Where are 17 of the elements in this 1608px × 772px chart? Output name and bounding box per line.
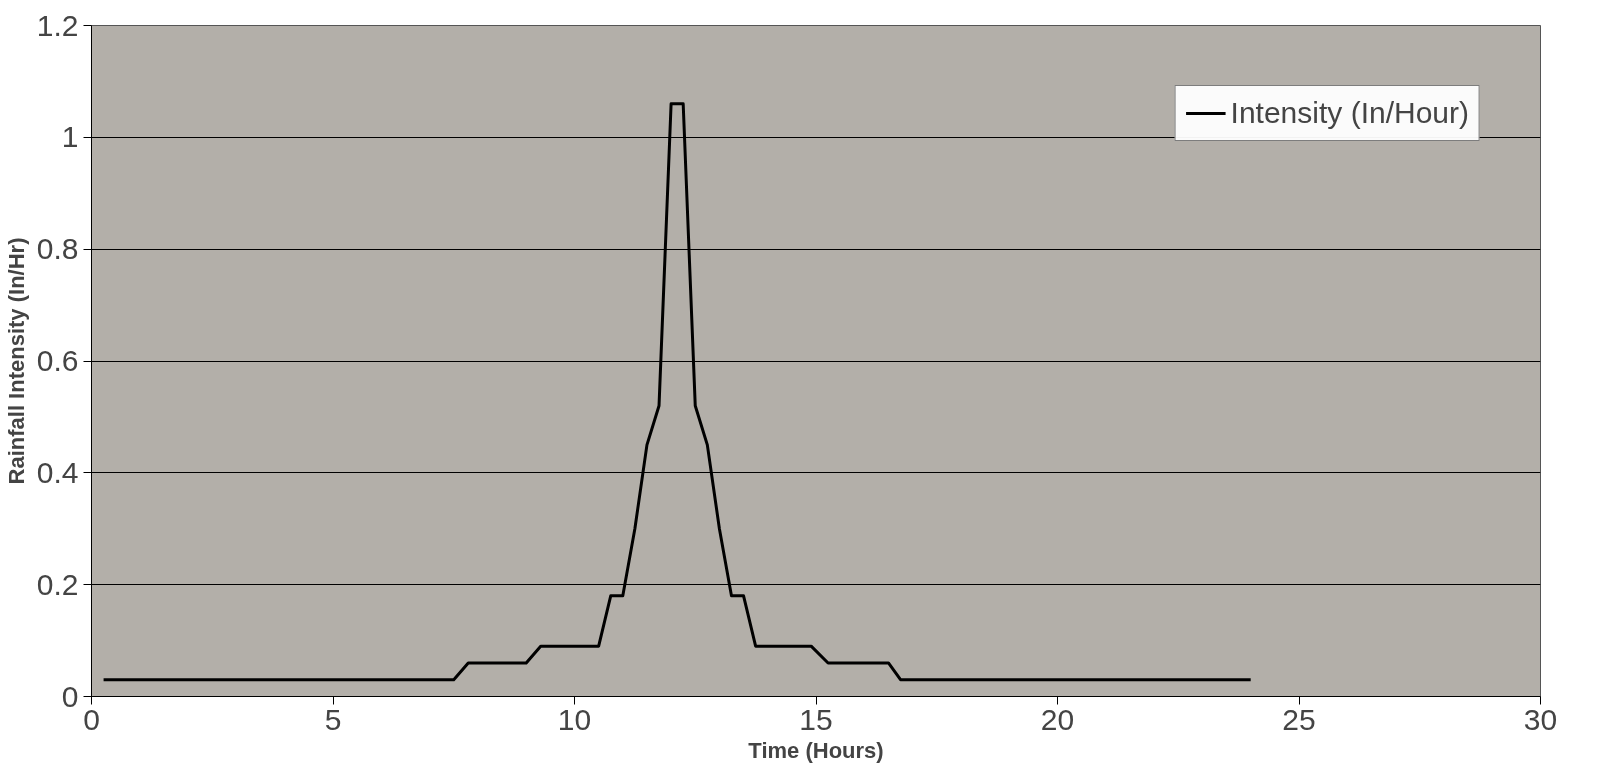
y-tick-label: 0.2 (36, 567, 79, 601)
y-tick-label: 1.2 (36, 8, 79, 42)
y-axis-title: Rainfall Intensity (In/Hr) (3, 237, 29, 485)
y-tick-label: 1 (61, 120, 79, 154)
x-axis-title: Time (Hours) (748, 737, 884, 763)
legend-label: Intensity (In/Hour) (1230, 96, 1469, 130)
x-tick-label: 0 (83, 702, 100, 736)
y-tick-label: 0.8 (36, 232, 79, 266)
y-tick-label: 0 (61, 679, 79, 713)
x-tick-label: 10 (557, 702, 592, 736)
x-tick-label: 25 (1282, 702, 1316, 736)
x-tick-label: 5 (324, 702, 342, 736)
x-tick-label: 15 (799, 702, 833, 736)
x-tick-label: 20 (1040, 702, 1075, 736)
x-tick-label: 30 (1523, 702, 1558, 736)
y-tick-label: 0.6 (36, 344, 79, 377)
y-tick-label: 0.4 (36, 455, 79, 489)
